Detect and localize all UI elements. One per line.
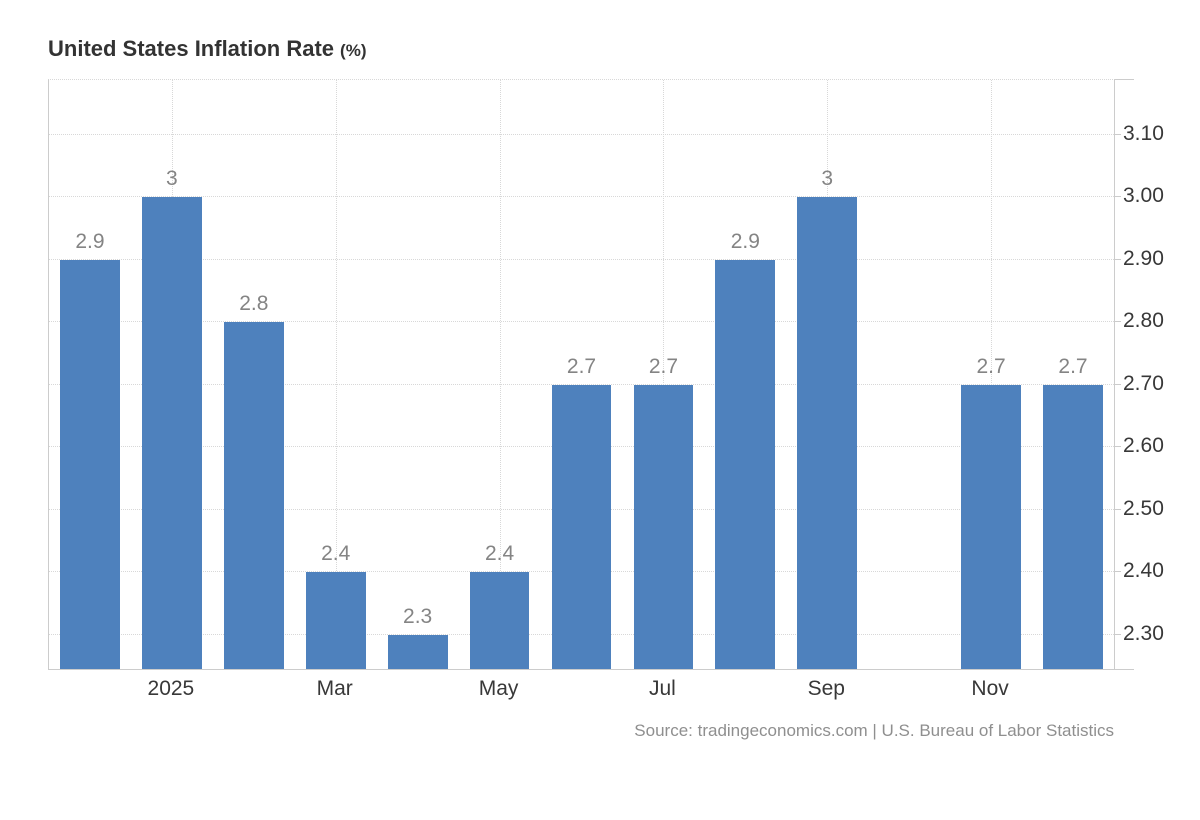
h-gridline bbox=[49, 133, 1114, 135]
inflation-bar[interactable] bbox=[469, 572, 530, 669]
bar-value-label: 2.9 bbox=[730, 229, 760, 253]
y-tick-label: 2.60 bbox=[1123, 434, 1164, 458]
inflation-bar[interactable] bbox=[633, 384, 694, 669]
y-axis-tick-mark bbox=[1114, 258, 1121, 260]
h-gridline bbox=[49, 383, 1114, 385]
v-gridline bbox=[991, 80, 993, 669]
bar-value-label: 2.3 bbox=[403, 604, 433, 628]
h-gridline bbox=[49, 258, 1114, 260]
chart-title-text: United States Inflation Rate bbox=[48, 36, 335, 61]
bar-value-label: 2.4 bbox=[321, 542, 351, 566]
axis-corner-tick bbox=[1114, 79, 1134, 80]
inflation-bar[interactable] bbox=[797, 197, 858, 669]
y-axis-tick-mark bbox=[1114, 133, 1121, 135]
y-axis-tick-mark bbox=[1114, 446, 1121, 448]
x-tick-label: Nov bbox=[971, 677, 1009, 700]
y-tick-label: 2.70 bbox=[1123, 371, 1164, 395]
chart-title-unit: (%) bbox=[340, 41, 367, 60]
bar-value-label: 2.7 bbox=[1058, 354, 1088, 378]
bar-value-label: 2.4 bbox=[484, 542, 515, 566]
y-tick-label: 3.00 bbox=[1123, 184, 1164, 208]
bar-value-label: 2.7 bbox=[566, 354, 597, 378]
y-tick-label: 2.90 bbox=[1123, 246, 1164, 270]
y-tick-label: 2.80 bbox=[1123, 309, 1164, 333]
x-tick-label: Jul bbox=[648, 677, 676, 700]
x-tick-label: Sep bbox=[807, 677, 845, 700]
inflation-bar[interactable] bbox=[961, 384, 1021, 669]
inflation-bar[interactable] bbox=[223, 322, 284, 669]
h-gridline bbox=[49, 321, 1114, 323]
inflation-bar[interactable] bbox=[551, 384, 612, 669]
y-tick-label: 2.40 bbox=[1123, 559, 1164, 583]
axis-corner-tick bbox=[1114, 669, 1134, 670]
bar-value-label: 2.9 bbox=[75, 229, 105, 253]
bar-value-label: 3 bbox=[821, 167, 834, 191]
bar-value-label: 3 bbox=[166, 167, 178, 191]
y-tick-label: 2.30 bbox=[1123, 621, 1164, 645]
x-tick-label: Mar bbox=[316, 677, 353, 700]
x-tick-label: 2025 bbox=[147, 677, 195, 700]
h-gridline bbox=[49, 196, 1114, 198]
bar-value-label: 2.7 bbox=[976, 354, 1006, 378]
y-axis-tick-mark bbox=[1114, 383, 1121, 385]
v-gridline bbox=[499, 80, 501, 669]
inflation-bar[interactable] bbox=[715, 259, 776, 669]
plot-area: 2.9 3 2.8 2.4 2.3 2.4 2.7 2.7 2.9 3 2.7 2.7 bbox=[48, 79, 1115, 670]
inflation-bar[interactable] bbox=[141, 197, 202, 669]
x-tick-label: May bbox=[478, 677, 519, 700]
v-gridline bbox=[335, 80, 337, 669]
inflation-bar[interactable] bbox=[60, 259, 120, 669]
y-axis-tick-mark bbox=[1114, 633, 1121, 635]
bar-value-label: 2.7 bbox=[648, 354, 679, 378]
y-axis-tick-mark bbox=[1114, 196, 1121, 198]
y-tick-label: 2.50 bbox=[1123, 496, 1164, 520]
inflation-bar[interactable] bbox=[305, 572, 366, 669]
y-axis-tick-mark bbox=[1114, 571, 1121, 573]
chart-title: United States Inflation Rate (%) bbox=[48, 36, 367, 62]
y-tick-label: 3.10 bbox=[1123, 121, 1164, 145]
y-axis-tick-mark bbox=[1114, 508, 1121, 510]
inflation-bar[interactable] bbox=[387, 634, 448, 669]
y-axis-tick-mark bbox=[1114, 321, 1121, 323]
inflation-bar[interactable] bbox=[1043, 384, 1103, 669]
source-credit: Source: tradingeconomics.com | U.S. Bure… bbox=[634, 721, 1114, 740]
bar-value-label: 2.8 bbox=[239, 292, 269, 316]
v-gridline bbox=[663, 80, 665, 669]
